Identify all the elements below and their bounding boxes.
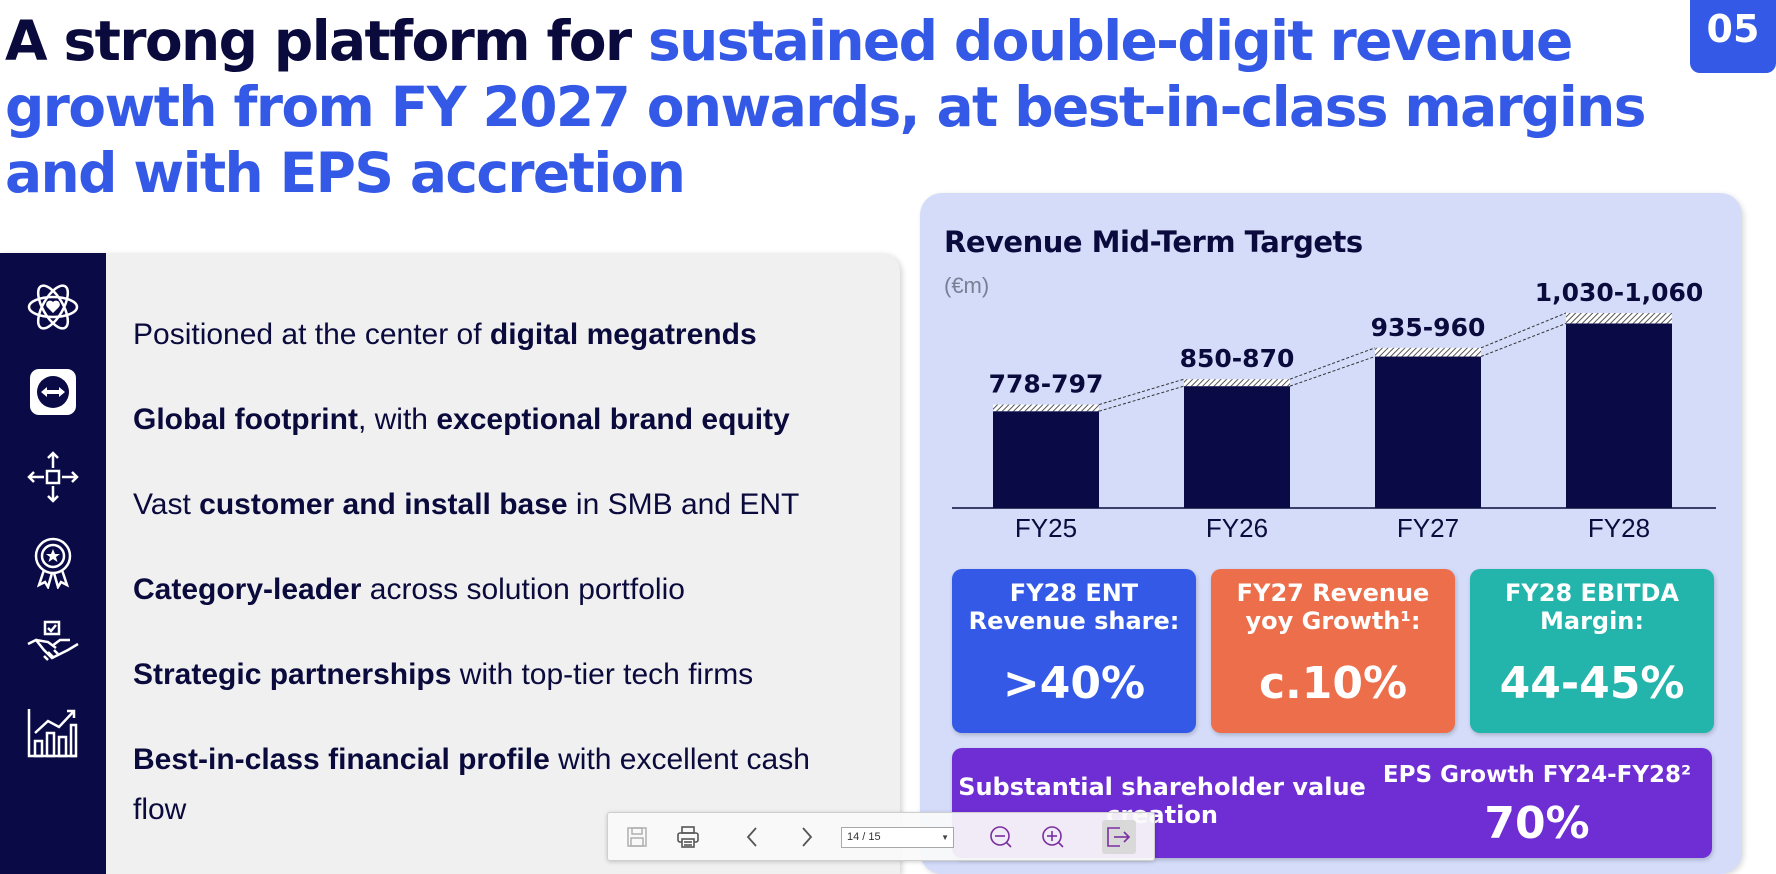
revenue-bar <box>1375 356 1481 508</box>
kpi-value: >40% <box>1002 658 1146 709</box>
save-button[interactable] <box>620 820 654 854</box>
bullet-item: Strategic partnerships with top-tier tec… <box>133 650 873 700</box>
bullet-emphasis: Best-in-class financial profile <box>133 743 550 776</box>
page-selector[interactable]: 14 / 15 ▼ <box>841 827 954 848</box>
revenue-range-band <box>993 404 1099 412</box>
kpi-label: FY28 EBITDA Margin: <box>1504 579 1679 635</box>
kpi-card-ebitda-margin: FY28 EBITDA Margin: 44-45% <box>1470 569 1714 733</box>
kpi-value: c.10% <box>1258 658 1408 709</box>
range-connector-line <box>1480 322 1567 357</box>
bullet-text: with excellent cash flow <box>133 743 810 826</box>
targets-panel: Revenue Mid-Term Targets (€m) 778-797 FY2… <box>920 193 1742 874</box>
award-badge-icon <box>34 537 72 589</box>
atom-heart-icon <box>27 284 79 330</box>
chart-unit: (€m) <box>944 273 990 298</box>
bullet-text: across solution portfolio <box>361 573 685 606</box>
bullet-text: , with <box>357 403 437 436</box>
revenue-bar <box>1184 386 1290 508</box>
range-connector-line <box>1289 347 1376 380</box>
bullet-emphasis: customer and install base <box>199 488 568 521</box>
page-indicator: 14 / 15 <box>847 831 881 843</box>
viewer-toolbar: 14 / 15 ▼ <box>607 812 1155 861</box>
revenue-bar <box>1566 323 1672 508</box>
bar-data-label: 935-960 <box>1371 313 1486 342</box>
bullet-text: Positioned at the center of <box>133 318 490 351</box>
title-accent-part: sustained double-digit revenue growth fr… <box>5 9 1646 205</box>
exit-button[interactable] <box>1102 820 1136 854</box>
growth-bar-chart-icon <box>27 709 78 758</box>
bullet-emphasis: digital megatrends <box>489 318 757 351</box>
zoom-out-icon <box>990 826 1012 848</box>
range-connector-line <box>1480 312 1567 349</box>
bullet-item: Best-in-class financial profile with exc… <box>133 735 833 835</box>
previous-page-button[interactable] <box>735 820 769 854</box>
revenue-range-band <box>1184 379 1290 387</box>
bullet-emphasis: Global footprint <box>133 403 358 436</box>
range-connector-line <box>1098 378 1185 406</box>
revenue-bar <box>993 411 1099 508</box>
x-tick-label: FY25 <box>1015 513 1077 543</box>
bullet-item: Category-leader across solution portfoli… <box>133 565 873 615</box>
bullet-text: Vast <box>133 488 200 521</box>
kpi-card-ent-share: FY28 ENT Revenue share: >40% <box>952 569 1196 733</box>
exit-icon <box>1107 827 1131 847</box>
bar-data-label: 850-870 <box>1180 344 1295 373</box>
save-icon <box>627 827 647 847</box>
handshake-icon <box>27 620 79 661</box>
bar-data-label: 1,030-1,060 <box>1535 278 1704 307</box>
bullet-emphasis: Strategic partnerships <box>133 658 452 691</box>
zoom-out-button[interactable] <box>984 820 1018 854</box>
previous-page-icon <box>746 827 757 847</box>
bullet-emphasis: Category-leader <box>133 573 362 606</box>
eps-left-label: Substantial shareholder value creation <box>958 773 1366 829</box>
network-nodes-icon <box>27 451 79 503</box>
kpi-label: FY27 Revenue yoy Growth¹: <box>1236 579 1430 635</box>
teamviewer-logo-icon <box>30 369 76 415</box>
kpi-label: FY28 ENT Revenue share: <box>968 579 1180 635</box>
bullet-item: Global footprint, with exceptional brand… <box>133 395 873 445</box>
title-dark-part: A strong platform for <box>5 9 649 73</box>
highlights-panel: Positioned at the center of digital mega… <box>0 253 900 874</box>
zoom-in-icon <box>1042 826 1064 848</box>
bar-data-label: 778-797 <box>989 370 1104 399</box>
x-tick-label: FY26 <box>1206 513 1268 543</box>
range-connector-line <box>1098 385 1185 412</box>
print-button[interactable] <box>671 820 705 854</box>
bullet-emphasis: exceptional brand equity <box>436 403 790 436</box>
zoom-in-button[interactable] <box>1036 820 1070 854</box>
bullet-item: Positioned at the center of digital mega… <box>133 310 873 360</box>
icon-strip <box>0 253 106 874</box>
next-page-icon <box>802 827 813 847</box>
kpi-card-revenue-growth: FY27 Revenue yoy Growth¹: c.10% <box>1211 569 1455 733</box>
bullet-item: Vast customer and install base in SMB an… <box>133 480 873 530</box>
range-connector-line <box>1289 356 1376 387</box>
slide-number-badge: 05 <box>1690 0 1776 73</box>
x-tick-label: FY27 <box>1397 513 1459 543</box>
revenue-range-band <box>1375 347 1481 357</box>
bullet-text: with top-tier tech firms <box>451 658 754 691</box>
bullet-text: in SMB and ENT <box>567 488 800 521</box>
print-icon <box>677 826 699 848</box>
kpi-value: 44-45% <box>1499 658 1685 709</box>
chevron-down-icon: ▼ <box>941 833 949 842</box>
revenue-chart: 778-797 FY25 850-870 FY26 935-960 FY27 1,030-1… <box>952 278 1716 543</box>
eps-right-label: EPS Growth FY24-FY28² <box>1382 762 1692 788</box>
next-page-button[interactable] <box>790 820 824 854</box>
slide-title: A strong platform for sustained double-d… <box>5 8 1685 206</box>
x-tick-label: FY28 <box>1588 513 1650 543</box>
eps-value: 70% <box>1484 798 1590 849</box>
chart-title: Revenue Mid-Term Targets <box>944 225 1363 259</box>
revenue-range-band <box>1566 313 1672 324</box>
